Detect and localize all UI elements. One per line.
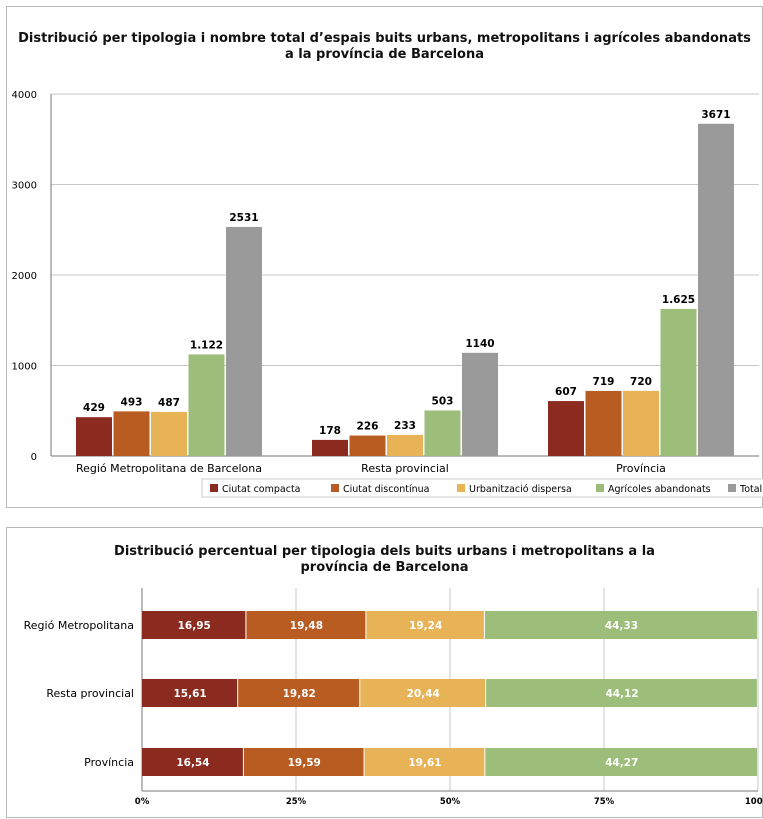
bar-segment-ciutat-compacta [142, 611, 246, 639]
bar-agricoles-abandonats [660, 308, 697, 456]
data-label: 429 [83, 402, 105, 414]
data-label: 16,95 [178, 620, 211, 632]
legend-swatch [210, 484, 218, 492]
data-label: 44,12 [605, 688, 638, 700]
bar-ciutat-discontinua [349, 435, 386, 456]
data-label: 720 [630, 376, 652, 388]
bar-agricoles-abandonats [424, 410, 461, 456]
bar-segment-ciutat-discontinua [243, 748, 364, 776]
bar-segment-urbanitzacio-dispersa [366, 611, 484, 639]
category-label: Província [616, 462, 666, 475]
category-label: Província [84, 756, 134, 769]
x-tick-label: 50% [440, 797, 461, 807]
bar-ciutat-compacta [76, 417, 112, 456]
x-tick-label: 100% [745, 797, 763, 807]
data-label: 20,44 [407, 688, 440, 700]
data-label: 19,59 [288, 757, 321, 769]
bar-segment-agricoles-abandonats [485, 748, 758, 776]
data-label: 487 [158, 397, 180, 409]
data-label: 233 [394, 420, 416, 432]
y-tick-label: 3000 [12, 181, 37, 192]
data-label: 503 [432, 395, 454, 407]
data-label: 19,24 [409, 620, 442, 632]
y-tick-label: 2000 [12, 271, 37, 282]
legend-swatch [331, 484, 339, 492]
category-label: Resta provincial [361, 462, 449, 475]
bar-total [226, 226, 262, 456]
bar-segment-urbanitzacio-dispersa [364, 748, 485, 776]
category-label: Regió Metropolitana [24, 619, 134, 632]
data-label: 1140 [465, 338, 494, 350]
data-label: 19,48 [290, 620, 323, 632]
data-label: 2531 [229, 212, 258, 224]
y-tick-label: 1000 [12, 362, 37, 373]
data-label: 44,33 [605, 620, 638, 632]
bar-ciutat-compacta [312, 439, 348, 456]
bar-urbanitzacio-dispersa [387, 434, 423, 456]
grouped-bar-chart: 0 1000 2000 3000 4000 429 493 487 1.122 2531 Regió… [12, 90, 763, 498]
data-label: 1.122 [190, 339, 223, 351]
y-tick-label: 0 [31, 452, 37, 463]
data-label: 44,27 [605, 757, 638, 769]
bar-segment-urbanitzacio-dispersa [360, 679, 486, 707]
data-label: 493 [121, 396, 143, 408]
legend-swatch [457, 484, 465, 492]
data-label: 3671 [701, 109, 730, 121]
legend-swatch [596, 484, 604, 492]
bar-total [462, 352, 498, 456]
legend-label: Urbanització dispersa [469, 484, 572, 495]
legend-label: Agrícoles abandonats [608, 484, 711, 495]
bar-ciutat-discontinua [113, 411, 150, 456]
legend-label: Total [739, 484, 762, 495]
bar-segment-ciutat-discontinua [246, 611, 366, 639]
data-label: 16,54 [176, 757, 209, 769]
bar-ciutat-discontinua [585, 390, 622, 456]
data-label: 178 [319, 425, 341, 437]
legend-label: Ciutat compacta [222, 484, 301, 495]
data-label: 15,61 [173, 688, 206, 700]
bar-segment-ciutat-compacta [142, 748, 243, 776]
bar-urbanitzacio-dispersa [151, 411, 187, 456]
x-tick-label: 25% [286, 797, 307, 807]
data-label: 1.625 [662, 294, 695, 306]
bar-segment-ciutat-compacta [142, 679, 238, 707]
data-label: 607 [555, 386, 577, 398]
category-label: Regió Metropolitana de Barcelona [76, 462, 262, 475]
data-label: 719 [593, 376, 615, 388]
legend-box [201, 478, 763, 498]
legend-swatch [728, 484, 736, 492]
bar-ciutat-compacta [548, 401, 584, 456]
chart-title: Distribució percentual per tipologia del… [114, 544, 655, 575]
bar-chart-panel: Distribució per tipologia i nombre total… [6, 6, 763, 508]
bar-agricoles-abandonats [188, 354, 225, 456]
bar-segment-agricoles-abandonats [486, 679, 757, 707]
bar-segment-agricoles-abandonats [484, 611, 757, 639]
bar-segment-ciutat-discontinua [238, 679, 360, 707]
data-label: 226 [357, 421, 379, 433]
data-label: 19,82 [283, 688, 316, 700]
y-tick-label: 4000 [12, 90, 37, 101]
bar-total [698, 123, 734, 456]
category-label: Resta provincial [46, 687, 134, 700]
x-tick-label: 0% [135, 797, 150, 807]
chart-title: Distribució per tipologia i nombre total… [18, 31, 751, 62]
x-tick-label: 75% [594, 797, 615, 807]
stacked-bar-chart-panel: Distribució percentual per tipologia del… [6, 527, 763, 818]
data-label: 19,61 [408, 757, 441, 769]
legend-label: Ciutat discontínua [343, 484, 430, 495]
bar-urbanitzacio-dispersa [623, 390, 659, 456]
stacked-percent-bar-chart: 0% 25% 50% 75% 100% Regió Metropolitana 16,95 1… [24, 588, 763, 807]
